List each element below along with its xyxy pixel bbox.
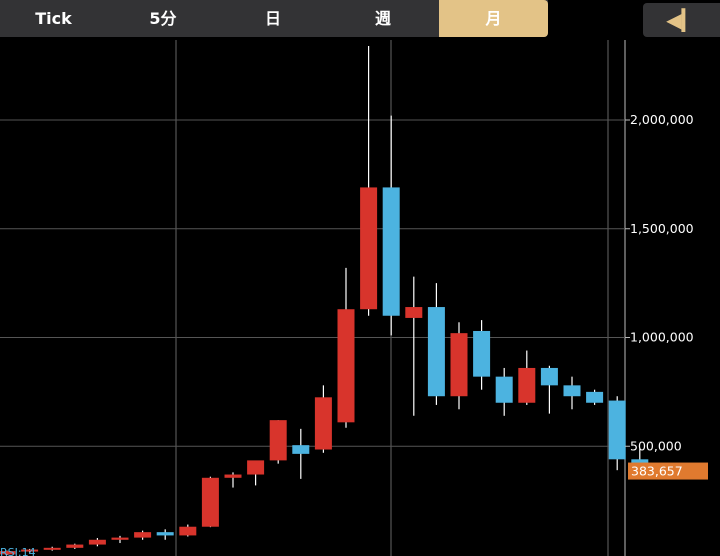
candle-body-19: [427, 307, 445, 397]
tab-monthly[interactable]: 月: [439, 0, 548, 37]
candle-body-20: [450, 333, 468, 397]
y-axis: 2,000,000 1,500,000 1,000,000 500,000: [625, 112, 694, 453]
candle-body-26: [586, 391, 604, 403]
indicator-label: RSI:14: [0, 546, 36, 556]
collapse-panel-button[interactable]: ◀▎: [643, 3, 720, 37]
candle-body-0: [0, 551, 16, 555]
last-price-tag: 383,657: [628, 462, 708, 480]
candle-body-1: [21, 549, 39, 552]
y-tick-label-3: 500,000: [630, 438, 682, 453]
candle-body-17: [382, 187, 400, 316]
candle-body-23: [518, 367, 536, 403]
timeframe-tabs: Tick 5分 日 週 月: [0, 0, 548, 37]
candle-body-9: [201, 477, 219, 527]
last-price-box: [628, 462, 708, 480]
tab-tick[interactable]: Tick: [35, 9, 72, 28]
candle-body-12: [269, 420, 287, 461]
candle-body-3: [66, 544, 84, 548]
candle-body-16: [360, 187, 378, 310]
y-tick-label-1: 1,500,000: [630, 221, 694, 236]
candle-body-6: [134, 532, 152, 538]
y-tick-label-0: 2,000,000: [630, 112, 694, 127]
tab-daily[interactable]: 日: [264, 9, 281, 28]
candle-body-13: [292, 445, 310, 454]
candle-body-4: [88, 539, 106, 545]
candle-body-15: [337, 309, 355, 423]
candle-body-21: [473, 330, 491, 377]
candle-body-24: [540, 367, 558, 386]
candle-body-5: [111, 537, 129, 540]
candle-body-14: [314, 397, 332, 450]
candle-body-27: [608, 400, 626, 460]
y-tick-label-2: 1,000,000: [630, 330, 694, 345]
grid-lines: [0, 40, 626, 556]
tab-weekly[interactable]: 週: [374, 9, 391, 28]
candle-body-25: [563, 385, 581, 397]
candle-body-11: [247, 460, 265, 475]
candles: [0, 46, 649, 555]
candle-body-2: [43, 547, 61, 550]
collapse-left-icon: ◀▎: [666, 8, 697, 32]
candle-body-10: [224, 474, 242, 478]
last-price-label: 383,657: [631, 464, 683, 479]
candle-body-7: [156, 532, 174, 536]
candle-body-22: [495, 376, 513, 403]
candle-body-8: [179, 526, 197, 536]
candle-body-18: [405, 307, 423, 318]
tab-5min[interactable]: 5分: [149, 9, 177, 28]
